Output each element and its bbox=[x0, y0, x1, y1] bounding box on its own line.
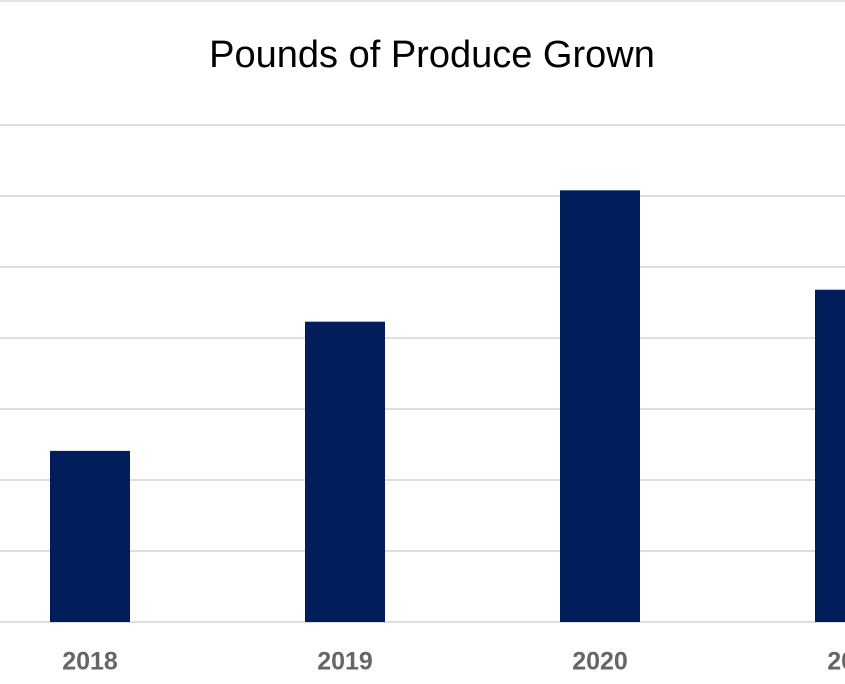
bar bbox=[305, 321, 385, 622]
bar bbox=[815, 289, 845, 622]
bar bbox=[560, 190, 640, 622]
x-tick-label: 2018 bbox=[62, 648, 118, 676]
chart-title: Pounds of Produce Grown bbox=[209, 34, 655, 76]
x-tick-label: 2021 bbox=[827, 648, 845, 676]
bar bbox=[50, 450, 130, 622]
x-tick-label: 2020 bbox=[572, 648, 628, 676]
x-tick-label: 2019 bbox=[317, 648, 373, 676]
